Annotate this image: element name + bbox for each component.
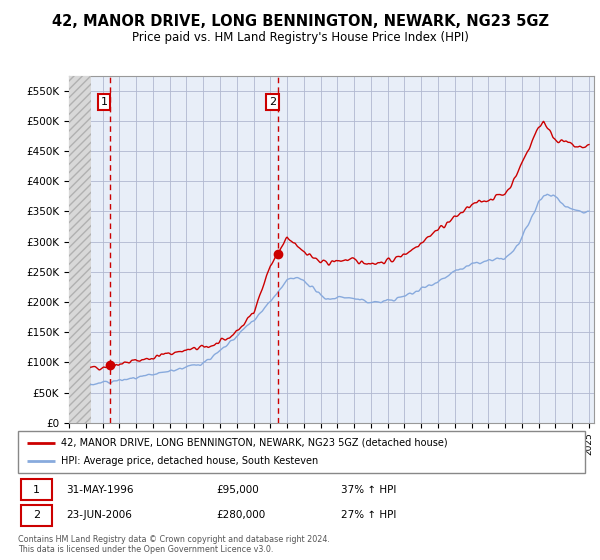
Bar <box>69 76 91 423</box>
Text: £280,000: £280,000 <box>217 510 266 520</box>
FancyBboxPatch shape <box>21 479 52 501</box>
Text: Contains HM Land Registry data © Crown copyright and database right 2024.
This d: Contains HM Land Registry data © Crown c… <box>18 535 330 554</box>
Text: 2: 2 <box>269 97 276 107</box>
Text: £95,000: £95,000 <box>217 485 259 495</box>
Text: 1: 1 <box>33 485 40 495</box>
Text: 42, MANOR DRIVE, LONG BENNINGTON, NEWARK, NG23 5GZ (detached house): 42, MANOR DRIVE, LONG BENNINGTON, NEWARK… <box>61 438 447 448</box>
Text: HPI: Average price, detached house, South Kesteven: HPI: Average price, detached house, Sout… <box>61 456 318 466</box>
Text: 42, MANOR DRIVE, LONG BENNINGTON, NEWARK, NG23 5GZ: 42, MANOR DRIVE, LONG BENNINGTON, NEWARK… <box>52 14 548 29</box>
Text: 2: 2 <box>33 510 40 520</box>
FancyBboxPatch shape <box>21 505 52 526</box>
Text: 23-JUN-2006: 23-JUN-2006 <box>66 510 132 520</box>
Text: 27% ↑ HPI: 27% ↑ HPI <box>341 510 397 520</box>
Text: Price paid vs. HM Land Registry's House Price Index (HPI): Price paid vs. HM Land Registry's House … <box>131 31 469 44</box>
Text: 37% ↑ HPI: 37% ↑ HPI <box>341 485 397 495</box>
Text: 1: 1 <box>100 97 107 107</box>
FancyBboxPatch shape <box>18 431 585 473</box>
Text: 31-MAY-1996: 31-MAY-1996 <box>66 485 134 495</box>
